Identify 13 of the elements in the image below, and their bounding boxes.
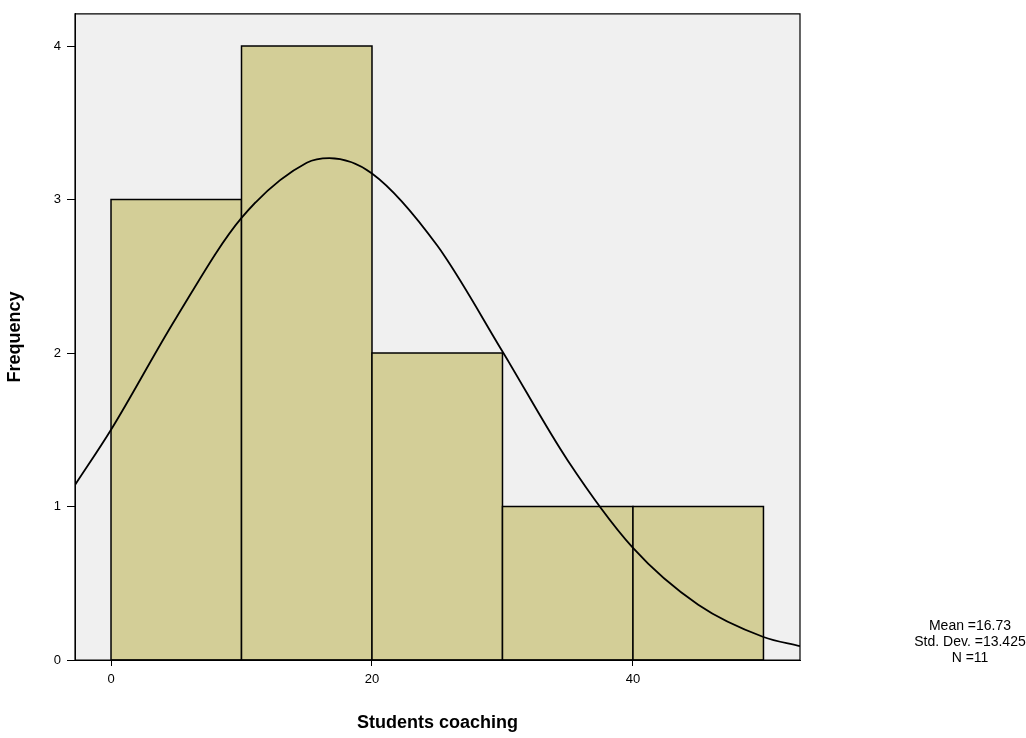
text: Std. Dev. =13.425 <box>914 632 1026 649</box>
y-axis-title: Frequency <box>3 291 24 383</box>
x-tick-label: 40 <box>625 671 641 687</box>
text: N =11 <box>951 648 989 665</box>
x-tick-label: 20 <box>364 671 380 687</box>
y-tick-label: 3 <box>53 191 61 207</box>
y-tick-label: 0 <box>53 651 61 667</box>
y-tick-label: 1 <box>53 498 61 514</box>
text: Mean =16.73 <box>928 616 1012 633</box>
y-tick-label: 2 <box>53 344 61 360</box>
x-tick-label: 0 <box>107 671 115 687</box>
y-tick-label: 4 <box>53 37 61 53</box>
x-axis-title: Students coaching <box>356 712 519 733</box>
